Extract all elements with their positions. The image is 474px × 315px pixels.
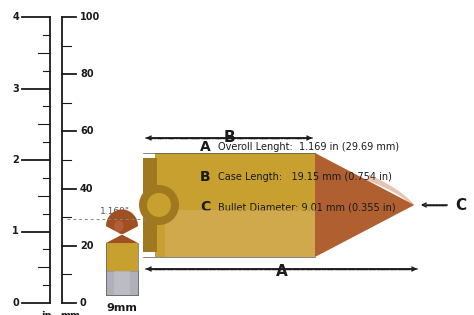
Text: 60: 60: [80, 126, 93, 136]
Text: 9mm: 9mm: [107, 303, 137, 313]
Text: Case Length:   19.15 mm (0.754 in): Case Length: 19.15 mm (0.754 in): [218, 172, 392, 182]
Text: C: C: [200, 200, 210, 214]
Text: C: C: [455, 198, 466, 213]
Text: B: B: [223, 130, 235, 145]
Bar: [114, 271, 130, 295]
Bar: [143, 158, 157, 252]
Text: 3: 3: [12, 83, 19, 94]
Text: A: A: [275, 264, 287, 279]
Circle shape: [147, 193, 171, 217]
Polygon shape: [315, 153, 414, 257]
Text: 0: 0: [80, 298, 87, 308]
Text: 2: 2: [12, 155, 19, 165]
Polygon shape: [315, 153, 414, 205]
Bar: [106, 271, 138, 295]
Text: 20: 20: [80, 241, 93, 251]
Text: 40: 40: [80, 184, 93, 194]
Text: A: A: [200, 140, 211, 154]
Text: 4: 4: [12, 12, 19, 22]
Text: Overoll Lenght:  1.169 in (29.69 mm): Overoll Lenght: 1.169 in (29.69 mm): [218, 142, 399, 152]
Circle shape: [139, 185, 179, 225]
Text: 0: 0: [12, 298, 19, 308]
Bar: [165, 210, 315, 257]
Text: 1.169": 1.169": [100, 207, 130, 216]
Text: mm: mm: [60, 311, 80, 315]
Polygon shape: [106, 209, 138, 243]
Ellipse shape: [114, 220, 124, 232]
Text: Bullet Diameter: 9.01 mm (0.355 in): Bullet Diameter: 9.01 mm (0.355 in): [218, 202, 396, 212]
Bar: [155, 153, 315, 257]
Text: 80: 80: [80, 69, 94, 79]
Text: 100: 100: [80, 12, 100, 22]
Text: B: B: [200, 170, 210, 184]
Text: in: in: [41, 311, 51, 315]
Text: 1: 1: [12, 226, 19, 237]
Bar: [106, 243, 138, 271]
